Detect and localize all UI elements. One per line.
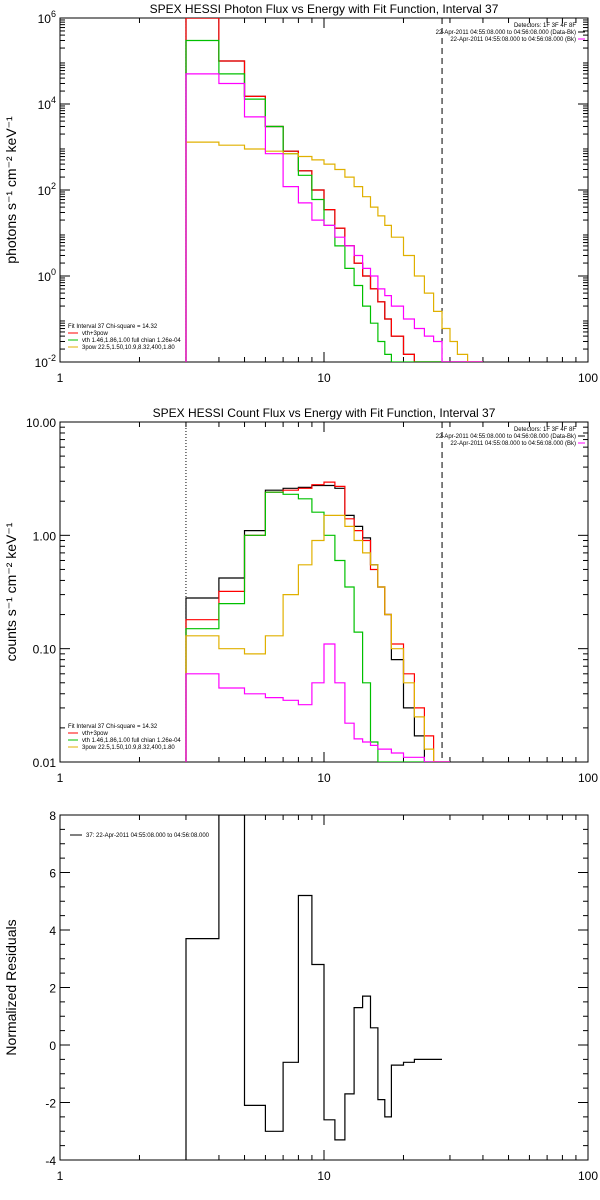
y-tick-label: 8 xyxy=(49,809,56,823)
series-line-1 xyxy=(185,18,483,362)
y-tick-label: -2 xyxy=(45,1097,56,1111)
x-tick-label: 1 xyxy=(57,371,64,385)
y-tick-label: 4 xyxy=(49,924,56,938)
legend-fit-info: Fit Interval 37 Chi-square = 14.32 xyxy=(68,724,158,730)
legend-entry: Detectors: 1F 3F 4F 8F xyxy=(514,23,576,29)
legend-entry: vth 1.46,1.86,1.00 full chian 1.26e-04 xyxy=(82,338,181,344)
residuals-panel: 1 10 100 -4 -2 0 2 4 6 8 Normalized Residuals 37: 2… xyxy=(3,809,598,1183)
plot-area xyxy=(185,18,483,362)
series-line-3 xyxy=(185,514,450,762)
legend-entry: vth+3pow xyxy=(82,731,109,737)
y-tick-label: 6 xyxy=(49,867,56,881)
y-tick-label: 0.10 xyxy=(33,643,57,657)
plot-area xyxy=(185,815,442,1160)
y-axis-label: counts s⁻¹ cm⁻² keV⁻¹ xyxy=(3,522,19,661)
legend-entry: Detectors: 1F 3F 4F 8F xyxy=(514,427,576,433)
y-tick-label: 102 xyxy=(38,181,56,198)
series-line-0 xyxy=(185,815,442,1160)
legend-entry: 22-Apr-2011 04:55:08.000 to 04:56:08.000… xyxy=(436,30,576,36)
y-tick-label: 0.01 xyxy=(33,756,57,770)
series-line-3 xyxy=(185,141,483,362)
x-tick-label: 10 xyxy=(317,371,331,385)
series-line-4 xyxy=(185,643,450,762)
x-tick-label: 10 xyxy=(317,771,331,785)
y-tick-label: 0 xyxy=(49,1039,56,1053)
x-tick-label: 10 xyxy=(317,1169,331,1183)
x-tick-label: 100 xyxy=(578,771,598,785)
x-tick-label: 100 xyxy=(578,1169,598,1183)
series-line-2 xyxy=(185,491,450,762)
legend-entry: 22-Apr-2011 04:55:08.000 to 04:56:08.000… xyxy=(450,441,576,447)
y-tick-label: 100 xyxy=(38,267,56,284)
series-line-0 xyxy=(185,484,450,762)
legend-entry: vth 1.46,1.86,1.00 full chian 1.26e-04 xyxy=(82,738,181,744)
chart-title: SPEX HESSI Count Flux vs Energy with Fit… xyxy=(153,406,496,420)
legend-entry: vth+3pow xyxy=(82,331,109,337)
photon-flux-panel: SPEX HESSI Photon Flux vs Energy with Fi… xyxy=(3,2,598,385)
y-axis-label: Normalized Residuals xyxy=(3,919,19,1055)
series-line-1 xyxy=(185,481,450,762)
series-line-0 xyxy=(185,18,483,362)
y-tick-label: 1.00 xyxy=(33,529,57,543)
x-tick-label: 1 xyxy=(57,1169,64,1183)
plot-frame xyxy=(59,421,589,763)
y-tick-label: 10.00 xyxy=(26,416,56,430)
plot-area xyxy=(185,422,450,762)
chart-title: SPEX HESSI Photon Flux vs Energy with Fi… xyxy=(150,2,499,16)
count-flux-panel: SPEX HESSI Count Flux vs Energy with Fit… xyxy=(3,406,598,785)
y-tick-label: 104 xyxy=(38,95,56,112)
legend-fit-info: Fit Interval 37 Chi-square = 14.32 xyxy=(68,324,158,330)
y-axis-label: photons s⁻¹ cm⁻² keV⁻¹ xyxy=(3,116,19,264)
legend-entry: 22-Apr-2011 04:55:08.000 to 04:56:08.000… xyxy=(436,434,576,440)
y-tick-label: 106 xyxy=(38,9,56,26)
legend-entry: 37: 22-Apr-2011 04:55:08.000 to 04:56:08… xyxy=(86,833,210,839)
x-tick-label: 100 xyxy=(578,371,598,385)
y-tick-label: -4 xyxy=(45,1154,56,1168)
legend-entry: 3pow 22.5,1.50,10.9,8.32,400,1.80 xyxy=(82,345,175,351)
y-tick-label: 10-2 xyxy=(35,353,56,370)
series-line-4 xyxy=(185,73,483,362)
y-tick-label: 2 xyxy=(49,982,56,996)
x-tick-label: 1 xyxy=(57,771,64,785)
legend-entry: 22-Apr-2011 04:55:08.000 to 04:56:08.000… xyxy=(450,37,576,43)
legend-entry: 3pow 22.5,1.50,10.9,8.32,400,1.80 xyxy=(82,745,175,751)
